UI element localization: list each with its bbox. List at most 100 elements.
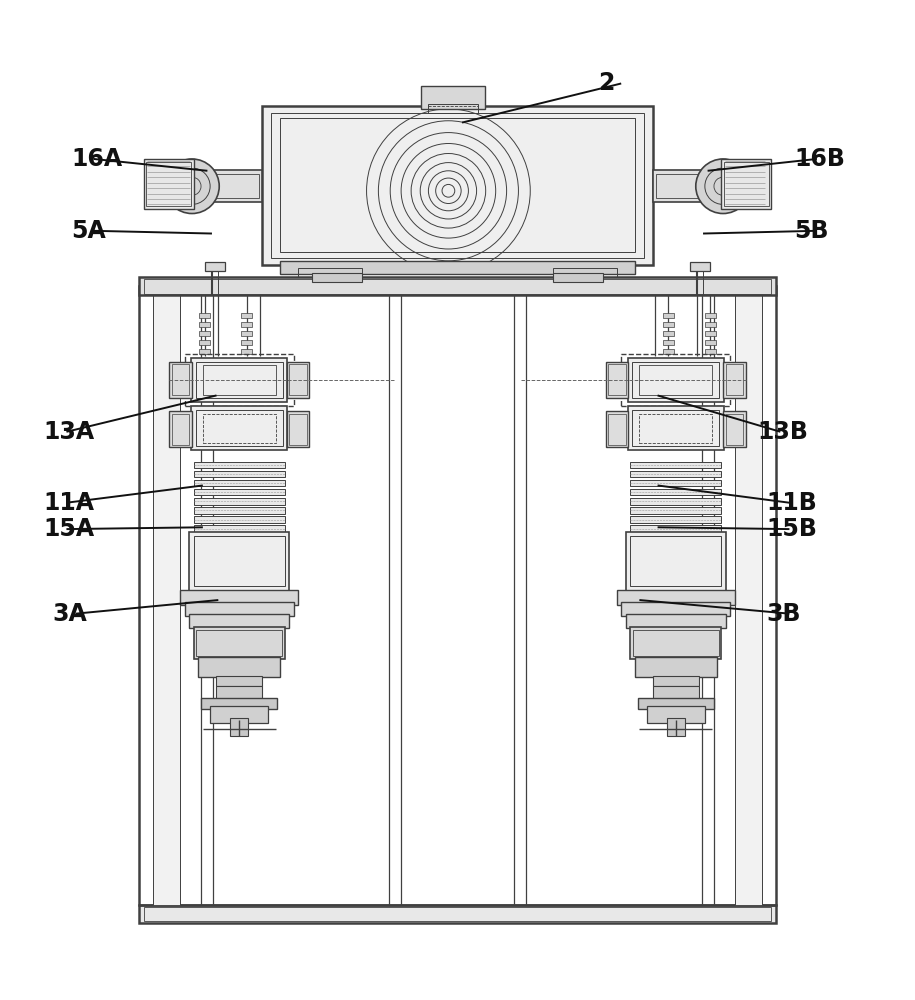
Bar <box>428 104 479 113</box>
Bar <box>194 471 285 477</box>
Bar <box>628 406 724 450</box>
Bar <box>194 489 285 495</box>
Bar <box>626 614 726 628</box>
Bar <box>298 268 362 277</box>
Text: 2: 2 <box>598 71 615 95</box>
Bar <box>280 261 635 274</box>
Bar <box>647 706 705 723</box>
Bar <box>217 686 262 700</box>
Bar <box>203 365 275 395</box>
Bar <box>194 507 285 514</box>
Bar <box>286 362 309 398</box>
Bar <box>241 331 252 336</box>
Bar <box>663 313 674 318</box>
Bar <box>726 364 743 395</box>
Bar <box>205 262 225 271</box>
Bar <box>630 498 721 505</box>
Bar <box>421 86 485 109</box>
Bar <box>241 340 252 345</box>
Bar <box>196 362 283 398</box>
Text: 15A: 15A <box>44 517 95 541</box>
Bar <box>640 414 712 443</box>
Bar <box>633 630 718 656</box>
Text: 3B: 3B <box>767 602 802 626</box>
Bar <box>139 905 776 923</box>
Bar <box>146 162 191 206</box>
Bar <box>630 516 721 523</box>
Bar <box>628 358 724 402</box>
Bar <box>169 411 192 447</box>
Bar <box>191 358 287 402</box>
Bar <box>199 331 210 336</box>
Bar <box>197 630 282 656</box>
Bar <box>217 676 262 686</box>
Bar <box>194 516 285 523</box>
Bar <box>653 686 698 700</box>
Bar <box>621 602 730 616</box>
Bar <box>723 362 746 398</box>
Bar <box>705 340 716 345</box>
Bar <box>194 627 285 659</box>
Text: 16A: 16A <box>71 147 122 171</box>
Bar <box>144 279 771 294</box>
Text: 11A: 11A <box>44 491 95 515</box>
Bar <box>201 698 277 709</box>
Bar <box>724 162 769 206</box>
Bar <box>189 614 289 628</box>
Text: 16B: 16B <box>794 147 845 171</box>
Circle shape <box>165 159 220 214</box>
Bar <box>653 170 735 202</box>
Bar <box>663 349 674 354</box>
Bar <box>180 590 298 605</box>
Bar <box>667 718 684 736</box>
Bar <box>723 411 746 447</box>
Bar <box>289 364 307 395</box>
Bar <box>199 313 210 318</box>
Bar <box>185 602 294 616</box>
Bar <box>705 349 716 354</box>
Bar <box>262 106 653 265</box>
Bar <box>630 471 721 477</box>
Bar <box>640 365 712 395</box>
Bar <box>621 354 730 406</box>
Text: 15B: 15B <box>767 517 818 541</box>
Bar <box>231 718 248 736</box>
Circle shape <box>695 159 750 214</box>
Bar <box>606 411 629 447</box>
Bar <box>172 364 189 395</box>
Bar <box>690 262 710 271</box>
Bar <box>185 354 294 406</box>
Text: 3A: 3A <box>53 602 88 626</box>
Bar <box>139 277 776 295</box>
Bar <box>241 349 252 354</box>
Bar <box>608 414 626 445</box>
Bar <box>286 411 309 447</box>
Bar <box>280 118 635 252</box>
Bar <box>632 362 719 398</box>
Bar <box>271 113 644 258</box>
Bar <box>194 498 285 505</box>
Bar <box>172 414 189 445</box>
Bar <box>180 170 262 202</box>
Bar <box>210 706 268 723</box>
Text: 5A: 5A <box>71 219 106 243</box>
Bar <box>194 536 285 586</box>
Bar <box>241 313 252 318</box>
Bar <box>241 322 252 327</box>
Bar <box>194 462 285 468</box>
Bar <box>194 525 285 532</box>
Bar <box>199 340 210 345</box>
Bar <box>663 340 674 345</box>
Bar <box>735 286 762 905</box>
Bar <box>705 322 716 327</box>
Bar <box>630 462 721 468</box>
Bar <box>705 313 716 318</box>
Bar <box>203 414 275 443</box>
Bar <box>630 480 721 486</box>
Bar <box>653 676 698 686</box>
Bar <box>183 174 259 198</box>
Bar <box>626 532 726 591</box>
Bar <box>199 349 210 354</box>
Bar <box>630 489 721 495</box>
Bar <box>635 657 716 677</box>
